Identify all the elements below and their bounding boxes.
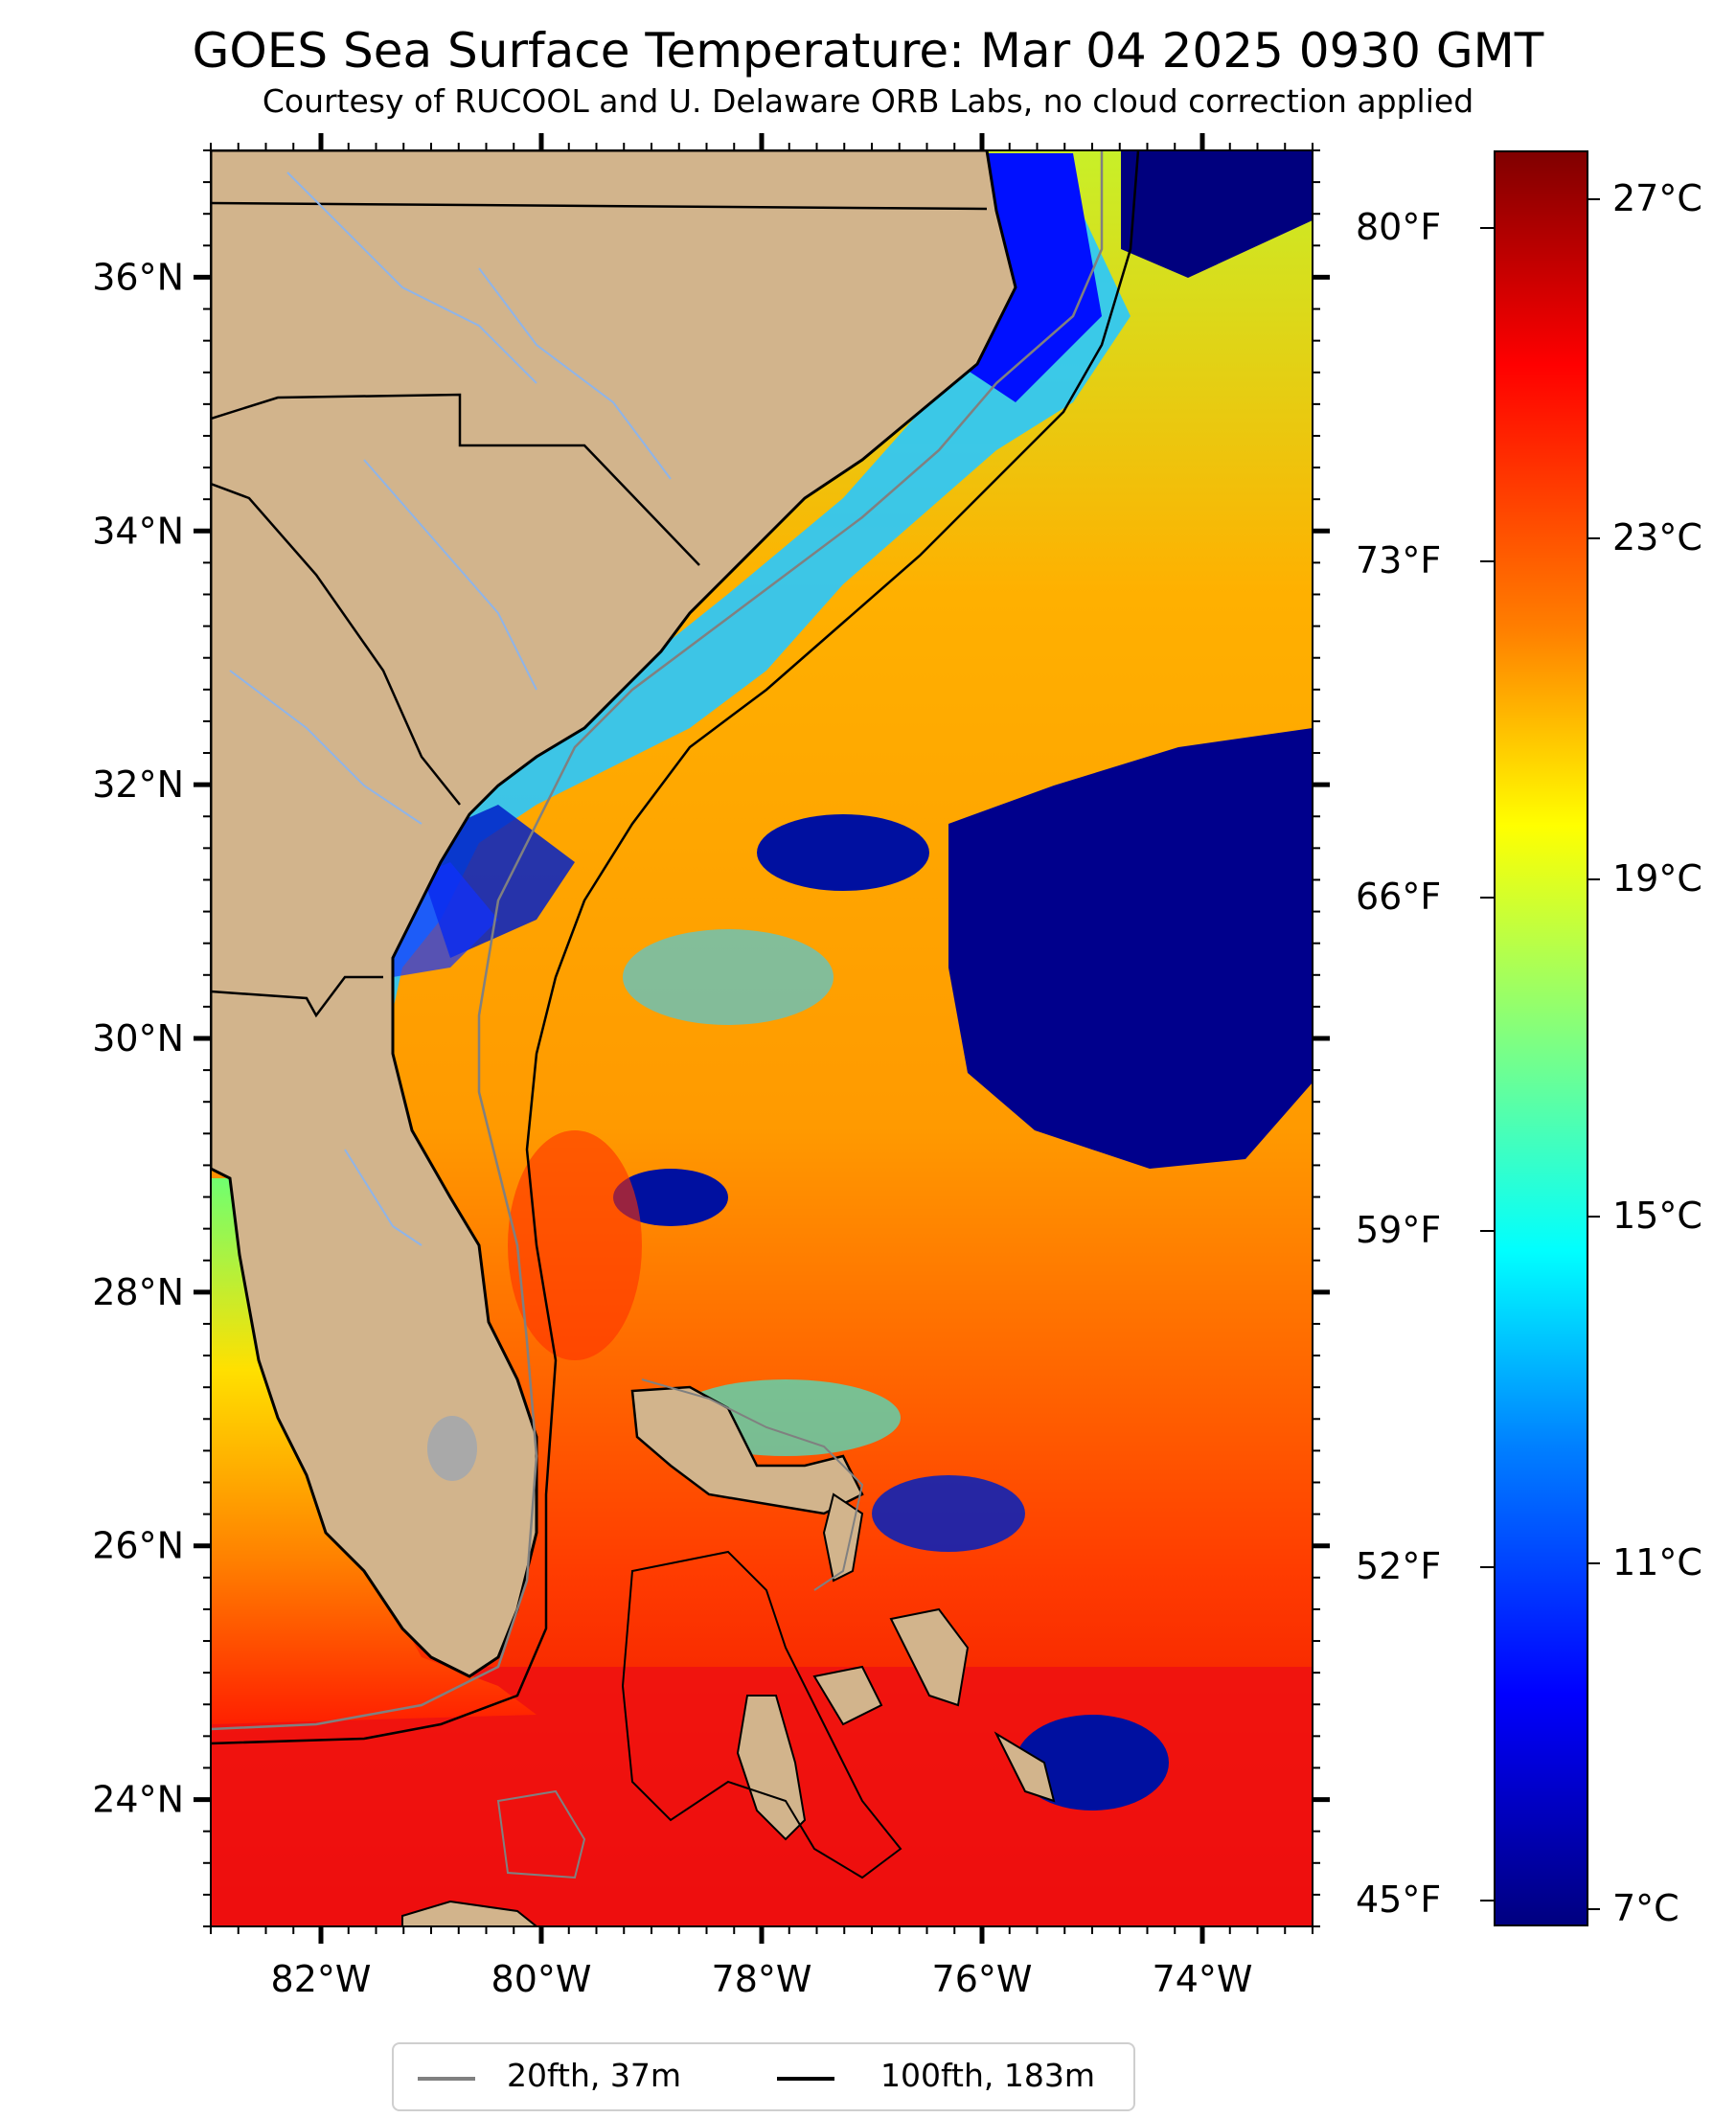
gulf-sst [211, 1178, 537, 1724]
colorbar-tick [1480, 560, 1494, 563]
map-image [211, 150, 1313, 1926]
bahamas-island [812, 1665, 883, 1726]
isobath-20fth [211, 150, 1104, 1731]
legend-label-20fth: 20fth, 37m [507, 2057, 681, 2094]
isobath-100fth [211, 150, 1140, 1745]
colorbar-celsius-label: 15°C [1612, 1195, 1702, 1238]
colorbar-tick [1480, 1900, 1494, 1902]
isobath-100fth [621, 1550, 902, 1879]
colorbar-fahrenheit-label: 73°F [1356, 539, 1442, 582]
legend: 20fth, 37m 100fth, 183m [392, 2042, 1135, 2111]
river [286, 171, 537, 384]
legend-line-20fth [418, 2077, 475, 2081]
lon-tick-label: 82°W [271, 1958, 372, 2000]
legend-line-100fth [777, 2077, 834, 2081]
lon-tick-label: 78°W [712, 1958, 812, 2000]
lat-tick-label: 24°N [92, 1779, 184, 1821]
lat-tick-label: 26°N [92, 1525, 184, 1567]
river [229, 670, 423, 825]
colorbar-tick [1587, 537, 1600, 540]
colorbar-tick [1480, 1565, 1494, 1568]
state-border [211, 393, 700, 566]
lat-tick-label: 30°N [92, 1017, 184, 1059]
colorbar-tick [1587, 1216, 1600, 1218]
colorbar-celsius-label: 7°C [1612, 1887, 1679, 1930]
bahamas-island [994, 1731, 1056, 1803]
colorbar-celsius-label: 19°C [1612, 857, 1702, 900]
colorbar-fahrenheit-label: 52°F [1356, 1544, 1442, 1587]
legend-label-100fth: 100fth, 183m [880, 2057, 1095, 2094]
colorbar-tick [1480, 226, 1494, 229]
cold-ne [1121, 150, 1313, 278]
river [478, 267, 672, 480]
colorbar-fahrenheit-label: 45°F [1356, 1879, 1442, 1922]
cold-shelf [354, 153, 1131, 1245]
lat-tick-label: 28°N [92, 1271, 184, 1313]
river [363, 459, 537, 691]
map-subtitle: Courtesy of RUCOOL and U. Delaware ORB L… [262, 82, 1474, 120]
cuba-land [401, 1900, 538, 1926]
isobath-20fth [496, 1789, 586, 1879]
cold-patch [613, 1169, 728, 1226]
colorbar-tick [1587, 1561, 1600, 1564]
colorbar-fahrenheit-label: 66°F [1356, 875, 1442, 918]
colorbar-celsius-label: 23°C [1612, 516, 1702, 559]
warm-patch [508, 1130, 642, 1360]
lon-tick-label: 80°W [491, 1958, 592, 2000]
state-border [211, 482, 461, 806]
colorbar-tick [1480, 1230, 1494, 1233]
colorbar-fahrenheit-label: 59°F [1356, 1209, 1442, 1252]
lat-tick-label: 32°N [92, 763, 184, 806]
colorbar-tick [1587, 1908, 1600, 1911]
cold-patch [1016, 1715, 1169, 1811]
bahamas-island [889, 1607, 970, 1707]
mixed-patch [623, 929, 834, 1025]
lake-okeechobee [427, 1416, 477, 1481]
colorbar [1494, 150, 1588, 1926]
lon-tick-label: 74°W [1153, 1958, 1253, 2000]
lat-tick-label: 34°N [92, 510, 184, 552]
colorbar-tick [1480, 896, 1494, 899]
colorbar-fahrenheit-label: 80°F [1356, 205, 1442, 248]
cold-eddy [948, 728, 1313, 1169]
lat-tick-label: 36°N [92, 256, 184, 298]
cold-patch [872, 1475, 1025, 1552]
state-border [211, 975, 383, 1018]
isobath-20fth [641, 1378, 864, 1591]
colorbar-celsius-label: 11°C [1612, 1540, 1702, 1583]
state-border [211, 201, 988, 211]
us-land [211, 150, 1017, 1678]
river [344, 1149, 423, 1246]
tick-layer: 36°N 34°N 32°N 30°N 28°N 26°N 24°N 82°W 80°W 78°W… [92, 133, 1330, 2000]
map-title: GOES Sea Surface Temperature: Mar 04 202… [192, 23, 1544, 79]
colorbar-tick [1587, 878, 1600, 881]
colorbar-tick [1587, 198, 1600, 201]
lon-tick-label: 76°W [932, 1958, 1033, 2000]
colorbar-celsius-label: 27°C [1612, 177, 1702, 220]
cold-patch [757, 814, 929, 891]
